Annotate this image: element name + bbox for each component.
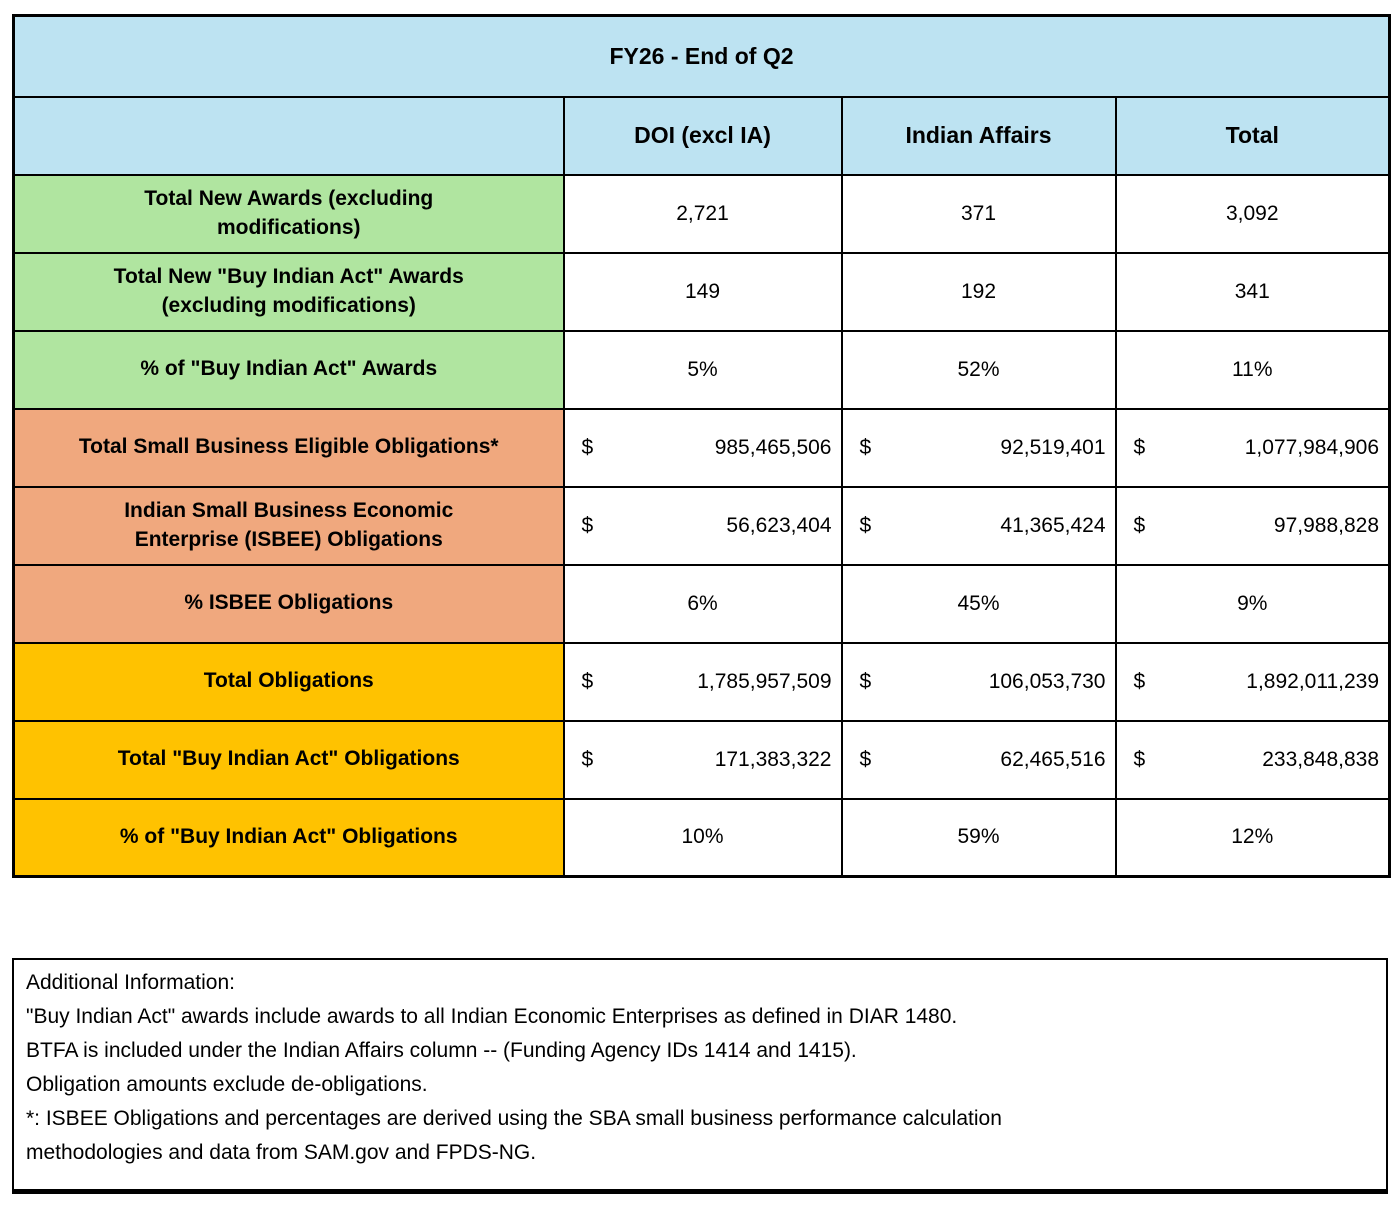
amount: 62,465,516 [1000,747,1106,771]
dollar-sign: $ [1133,513,1146,537]
currency-value: $106,053,730 [860,670,1106,694]
cell-value: $41,365,424 [840,485,1117,566]
amount: 41,365,424 [1000,513,1106,537]
currency-value: $41,365,424 [860,514,1106,538]
cell-value: 12% [1114,797,1391,878]
cell-value: 11% [1114,329,1391,410]
cell-value: 3,092 [1114,173,1391,254]
amount: 171,383,322 [714,747,832,771]
column-header-2: Indian Affairs [840,95,1117,176]
column-header-1: DOI (excl IA) [562,95,843,176]
cell-value: $106,053,730 [840,641,1117,722]
cell-value: 5% [562,329,843,410]
dollar-sign: $ [859,435,872,459]
cell-value: 192 [840,251,1117,332]
table-row: Indian Small Business Economic Enterpris… [12,485,1391,566]
amount: 985,465,506 [714,435,832,459]
cell-value: 341 [1114,251,1391,332]
currency-value: $92,519,401 [860,436,1106,460]
additional-info-text: Additional Information: "Buy Indian Act" … [26,966,1374,1170]
note-line: Additional Information: [26,971,235,994]
currency-value: $62,465,516 [860,748,1106,772]
cell-value: $97,988,828 [1114,485,1391,566]
cell-value: $92,519,401 [840,407,1117,488]
dollar-sign: $ [581,513,594,537]
currency-value: $985,465,506 [582,436,832,460]
currency-value: $1,077,984,906 [1134,436,1380,460]
cell-value: 52% [840,329,1117,410]
amount: 92,519,401 [1000,435,1106,459]
amount: 106,053,730 [988,669,1106,693]
table-header-row: DOI (excl IA) Indian Affairs Total [12,95,1391,176]
additional-info-box: Additional Information: "Buy Indian Act" … [12,958,1388,1194]
amount: 1,077,984,906 [1244,435,1380,459]
cell-value: $1,892,011,239 [1114,641,1391,722]
amount: 1,785,957,509 [697,669,832,693]
currency-value: $233,848,838 [1134,748,1380,772]
note-line: methodologies and data from SAM.gov and … [26,1141,537,1164]
dollar-sign: $ [859,747,872,771]
currency-value: $1,785,957,509 [582,670,832,694]
cell-value: $985,465,506 [562,407,843,488]
amount: 1,892,011,239 [1246,669,1380,693]
row-label: Total Obligations [12,641,565,722]
table-row: % ISBEE Obligations 6% 45% 9% [12,563,1391,644]
cell-value: 371 [840,173,1117,254]
currency-value: $1,892,011,239 [1134,670,1380,694]
table-row: Total Obligations $1,785,957,509 $106,053,… [12,641,1391,722]
currency-value: $97,988,828 [1134,514,1380,538]
cell-value: $233,848,838 [1114,719,1391,800]
dollar-sign: $ [1133,747,1146,771]
dollar-sign: $ [581,435,594,459]
table-title: FY26 - End of Q2 [12,14,1391,98]
table-row: % of "Buy Indian Act" Awards 5% 52% 11% [12,329,1391,410]
row-label: Total New Awards (excluding modification… [12,173,565,254]
row-label: Total New "Buy Indian Act" Awards (exclu… [12,251,565,332]
table-title-row: FY26 - End of Q2 [12,14,1391,98]
cell-value: 6% [562,563,843,644]
dollar-sign: $ [581,669,594,693]
cell-value: 149 [562,251,843,332]
row-label: Total "Buy Indian Act" Obligations [12,719,565,800]
cell-value: 10% [562,797,843,878]
dollar-sign: $ [581,747,594,771]
table-row: % of "Buy Indian Act" Obligations 10% 59% 1… [12,797,1391,878]
cell-value: $1,785,957,509 [562,641,843,722]
dollar-sign: $ [1133,435,1146,459]
amount: 233,848,838 [1262,747,1380,771]
note-line: "Buy Indian Act" awards include awards t… [26,1005,958,1028]
cell-value: 9% [1114,563,1391,644]
table-row: Total New "Buy Indian Act" Awards (exclu… [12,251,1391,332]
cell-value: $56,623,404 [562,485,843,566]
cell-value: $1,077,984,906 [1114,407,1391,488]
table-row: Total New Awards (excluding modification… [12,173,1391,254]
note-line: *: ISBEE Obligations and percentages are… [26,1107,1002,1130]
table-row: Total "Buy Indian Act" Obligations $171,3… [12,719,1391,800]
dollar-sign: $ [859,513,872,537]
amount: 97,988,828 [1273,513,1380,537]
note-line: BTFA is included under the Indian Affair… [26,1039,857,1062]
table-row: Total Small Business Eligible Obligation… [12,407,1391,488]
cell-value: $171,383,322 [562,719,843,800]
cell-value: 45% [840,563,1117,644]
cell-value: 2,721 [562,173,843,254]
row-label: % ISBEE Obligations [12,563,565,644]
dollar-sign: $ [1133,669,1146,693]
row-label-header-empty [12,95,565,176]
row-label: Indian Small Business Economic Enterpris… [12,485,565,566]
currency-value: $56,623,404 [582,514,832,538]
cell-value: $62,465,516 [840,719,1117,800]
column-header-3: Total [1114,95,1391,176]
row-label: Total Small Business Eligible Obligation… [12,407,565,488]
dollar-sign: $ [859,669,872,693]
row-label: % of "Buy Indian Act" Obligations [12,797,565,878]
cell-value: 59% [840,797,1117,878]
buy-indian-act-report-table: FY26 - End of Q2 DOI (excl IA) Indian Aff… [12,14,1392,878]
amount: 56,623,404 [726,513,832,537]
row-label: % of "Buy Indian Act" Awards [12,329,565,410]
currency-value: $171,383,322 [582,748,832,772]
note-line: Obligation amounts exclude de-obligation… [26,1073,428,1096]
